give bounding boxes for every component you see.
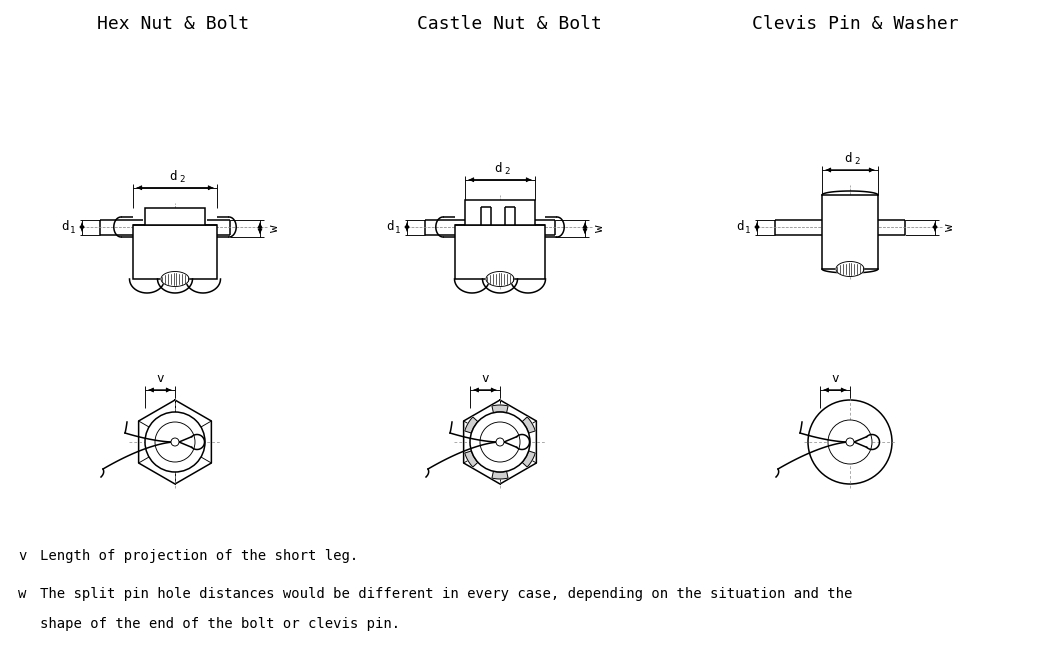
Circle shape bbox=[155, 422, 195, 462]
Polygon shape bbox=[522, 417, 536, 433]
Bar bbox=[465, 200, 536, 225]
Text: w: w bbox=[18, 587, 26, 601]
Text: 2: 2 bbox=[504, 167, 509, 176]
Text: 1: 1 bbox=[746, 225, 751, 235]
Text: v: v bbox=[18, 549, 26, 563]
Text: v: v bbox=[832, 372, 839, 385]
Text: w: w bbox=[943, 223, 956, 231]
Polygon shape bbox=[465, 451, 478, 467]
Text: w: w bbox=[268, 225, 281, 232]
Text: 1: 1 bbox=[70, 225, 76, 235]
Circle shape bbox=[828, 420, 872, 464]
Text: shape of the end of the bolt or clevis pin.: shape of the end of the bolt or clevis p… bbox=[40, 617, 400, 631]
Text: d: d bbox=[386, 219, 394, 233]
Polygon shape bbox=[486, 271, 514, 286]
Polygon shape bbox=[836, 261, 864, 277]
Circle shape bbox=[496, 438, 504, 446]
Circle shape bbox=[171, 438, 178, 446]
Text: The split pin hole distances would be different in every case, depending on the : The split pin hole distances would be di… bbox=[40, 587, 853, 601]
Bar bbox=[822, 195, 878, 269]
Text: d: d bbox=[844, 152, 852, 165]
Text: 2: 2 bbox=[855, 157, 860, 166]
Text: Clevis Pin & Washer: Clevis Pin & Washer bbox=[753, 15, 959, 33]
Polygon shape bbox=[522, 451, 536, 467]
Bar bbox=[145, 208, 205, 225]
Text: d: d bbox=[736, 219, 743, 233]
Text: v: v bbox=[156, 372, 164, 385]
Bar bbox=[133, 225, 217, 279]
Polygon shape bbox=[161, 271, 189, 286]
Text: d: d bbox=[61, 219, 68, 233]
Text: 2: 2 bbox=[180, 175, 185, 184]
Circle shape bbox=[846, 438, 854, 446]
Text: Length of projection of the short leg.: Length of projection of the short leg. bbox=[40, 549, 358, 563]
Circle shape bbox=[480, 422, 520, 462]
Text: 1: 1 bbox=[395, 225, 401, 235]
Text: v: v bbox=[481, 372, 488, 385]
Text: d: d bbox=[169, 170, 176, 183]
Text: d: d bbox=[495, 162, 502, 175]
Polygon shape bbox=[492, 405, 508, 413]
Circle shape bbox=[808, 400, 892, 484]
Circle shape bbox=[470, 412, 530, 472]
Polygon shape bbox=[492, 471, 508, 479]
Text: Castle Nut & Bolt: Castle Nut & Bolt bbox=[417, 15, 602, 33]
Circle shape bbox=[145, 412, 205, 472]
Text: Hex Nut & Bolt: Hex Nut & Bolt bbox=[98, 15, 250, 33]
Bar bbox=[455, 225, 545, 279]
Text: w: w bbox=[593, 225, 606, 232]
Polygon shape bbox=[465, 417, 478, 433]
